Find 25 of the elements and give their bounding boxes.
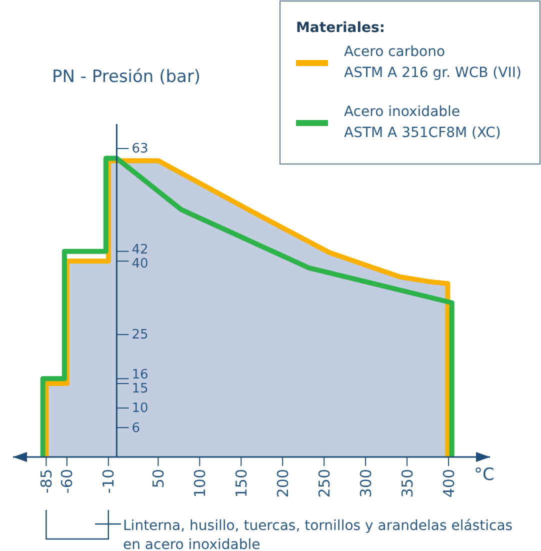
x-tick-label: 150 [232,469,250,498]
x-tick-label: 400 [440,469,458,498]
x-axis-title: °C [474,465,494,485]
y-tick-label: 16 [132,367,148,382]
y-tick-label: 63 [132,142,148,157]
y-axis-title: PN - Presión (bar) [52,67,201,87]
y-tick-label: 42 [132,242,148,258]
y-tick-label: 6 [132,420,140,436]
x-tick-label: -10 [100,469,118,494]
y-tick-label: 40 [132,256,148,272]
legend-label: Acero inoxidable ASTM A 351CF8M (XC) [344,104,501,141]
x-tick-label: 300 [356,469,375,498]
x-tick-label: 200 [274,469,292,498]
x-tick-label: 250 [315,469,334,498]
x-tick-label: -60 [58,469,76,494]
text: Linterna, husillo, tuercas, tornillos y arandelas elásticas en acero inoxidable [123,518,513,551]
x-tick-label: 100 [190,469,209,498]
x-tick-label: 350 [398,469,416,498]
y-tick-label: 25 [132,328,148,343]
x-tick-label: -85 [37,469,56,494]
legend-title: Materiales: [296,20,385,36]
y-tick-label: 10 [132,401,148,416]
legend-label: Acero carbono ASTM A 216 gr. WCB (VII) [344,44,522,81]
x-tick-label: 50 [149,469,168,488]
y-tick-label: 15 [132,381,148,396]
